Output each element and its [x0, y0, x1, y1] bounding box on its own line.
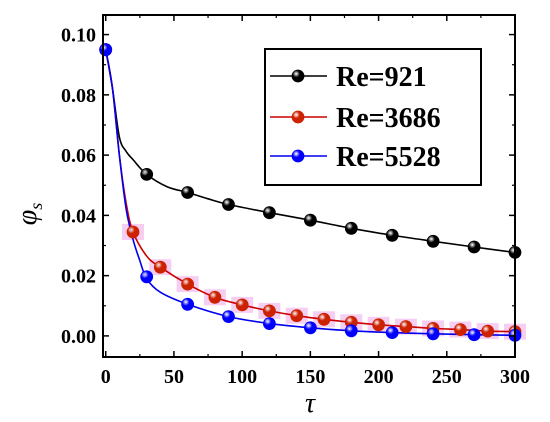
- data-point: [344, 221, 358, 235]
- y-tick-label: 0.02: [61, 266, 96, 288]
- y-tick-label: 0.08: [61, 85, 96, 107]
- data-point: [303, 321, 317, 335]
- data-point: [317, 312, 331, 326]
- legend-marker: [291, 149, 305, 163]
- data-point: [426, 327, 440, 341]
- ticks-layer: 0 50 100 150 200 250 300 0.00 0.02 0.04 0.06 0.08 0.…: [61, 15, 530, 388]
- data-point: [453, 323, 467, 337]
- x-tick-label: 0: [101, 366, 111, 388]
- legend-marker: [291, 110, 305, 124]
- data-point: [140, 270, 154, 284]
- data-point: [153, 260, 167, 274]
- x-axis-title: τ: [305, 388, 316, 419]
- y-axis-title: φs: [12, 203, 46, 226]
- data-point: [290, 309, 304, 323]
- x-tick-label: 200: [364, 366, 394, 388]
- data-point: [99, 43, 113, 57]
- data-point: [126, 225, 140, 239]
- data-point: [467, 328, 481, 342]
- series-line: [104, 49, 516, 254]
- x-tick-label: 50: [164, 366, 184, 388]
- data-point: [262, 206, 276, 220]
- x-tick-label: 100: [227, 366, 257, 388]
- data-point: [222, 310, 235, 324]
- y-tick-label: 0.00: [61, 326, 96, 348]
- data-point: [262, 304, 276, 318]
- data-point: [385, 326, 399, 340]
- data-point: [181, 297, 195, 311]
- data-point: [467, 240, 481, 254]
- data-point: [481, 324, 495, 338]
- y-tick-label: 0.10: [61, 25, 96, 47]
- y-axis-subscript: s: [26, 203, 46, 210]
- data-point: [181, 277, 195, 291]
- x-tick-label: 150: [295, 366, 325, 388]
- data-point: [372, 318, 386, 332]
- data-point: [303, 213, 317, 227]
- legend-marker: [291, 69, 305, 83]
- series-layer: [99, 43, 522, 342]
- data-point: [344, 324, 358, 338]
- data-point: [222, 198, 235, 211]
- x-tick-label: 250: [432, 366, 462, 388]
- y-tick-label: 0.06: [61, 145, 96, 167]
- legend: Re=921 Re=3686 Re=5528: [264, 48, 482, 186]
- data-point: [385, 228, 399, 242]
- x-tick-label: 300: [500, 366, 530, 388]
- data-point: [262, 317, 276, 331]
- plot-frame: [102, 14, 516, 358]
- data-point: [426, 234, 440, 248]
- data-point: [235, 298, 249, 312]
- data-point: [140, 167, 154, 181]
- legend-label: Re=5528: [336, 142, 441, 173]
- data-point: [208, 290, 222, 304]
- legend-label: Re=921: [336, 62, 427, 93]
- data-point: [181, 186, 195, 199]
- y-tick-label: 0.04: [61, 205, 96, 227]
- data-point: [399, 320, 413, 334]
- legend-label: Re=3686: [336, 103, 441, 134]
